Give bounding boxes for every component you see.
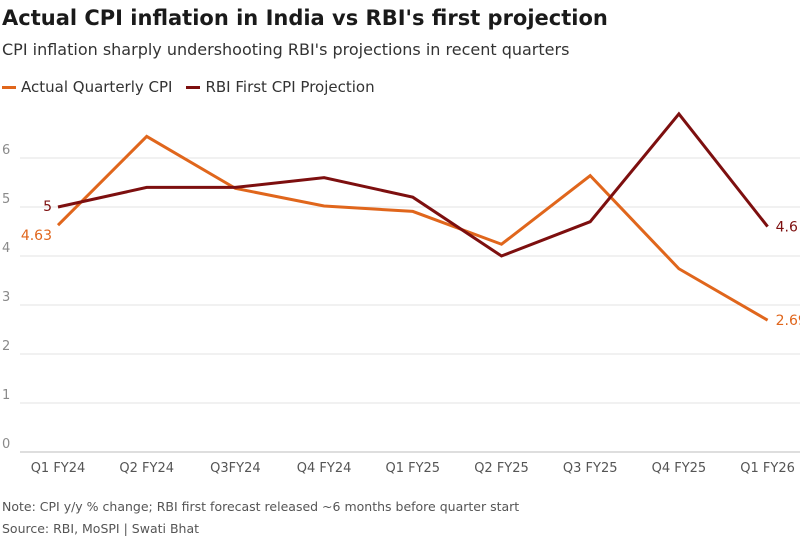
x-tick-label: Q1 FY26 [740,461,795,476]
x-tick-label: Q1 FY24 [31,461,86,476]
chart-note: Note: CPI y/y % change; RBI first foreca… [2,499,520,514]
data-label: 4.63 [21,228,52,244]
y-tick-label: 4 [2,241,10,256]
data-label: 2.69 [776,313,800,329]
y-tick-label: 1 [2,388,10,403]
x-tick-label: Q4 FY25 [652,461,707,476]
credit-text: Swati Bhat [131,521,200,536]
series-line-0 [56,134,769,322]
legend-label-projection: RBI First CPI Projection [205,78,375,96]
series-line-1 [57,111,769,258]
chart-source: Source: RBI, MoSPI | Swati Bhat [2,521,199,536]
x-tick-label: Q3FY24 [210,461,260,476]
legend-item-projection: RBI First CPI Projection [186,78,375,96]
x-tick-label: Q4 FY24 [297,461,352,476]
legend-item-actual: Actual Quarterly CPI [2,78,172,96]
x-tick-label: Q2 FY25 [474,461,529,476]
x-tick-label: Q2 FY24 [119,461,174,476]
x-tick-label: Q1 FY25 [385,461,440,476]
x-tick-label: Q3 FY25 [563,461,618,476]
legend: Actual Quarterly CPI RBI First CPI Proje… [2,78,389,96]
y-tick-label: 0 [2,437,10,452]
data-label: 4.6 [776,220,798,236]
y-tick-label: 3 [2,290,10,305]
y-tick-label: 5 [2,192,10,207]
chart-subtitle: CPI inflation sharply undershooting RBI'… [2,40,570,59]
y-tick-label: 2 [2,339,10,354]
chart-title: Actual CPI inflation in India vs RBI's f… [2,6,608,30]
source-text: Source: RBI, MoSPI [2,521,120,536]
legend-swatch-projection [186,85,201,89]
y-tick-label: 6 [2,143,10,158]
data-label: 5 [43,199,52,215]
legend-label-actual: Actual Quarterly CPI [21,78,173,96]
legend-swatch-actual [2,85,16,89]
source-separator: | [123,521,132,536]
